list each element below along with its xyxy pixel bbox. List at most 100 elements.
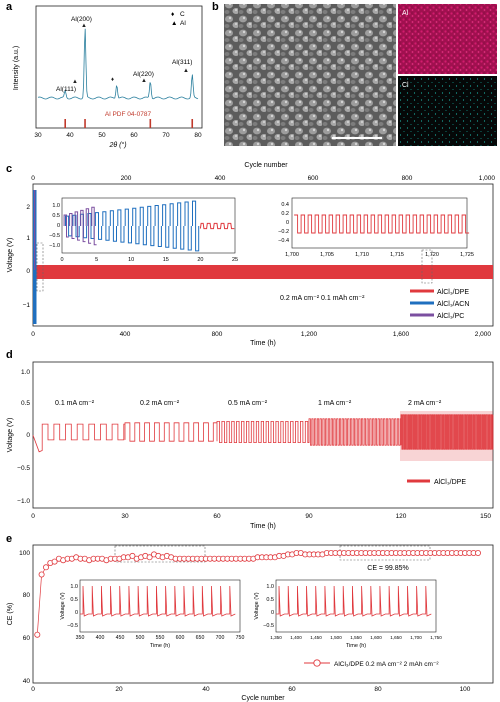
e-xtick: 20: [115, 686, 123, 693]
c-inset2-xtick: 1,720: [425, 252, 439, 258]
a-xtick: 70: [162, 132, 170, 139]
c-ytick: −1: [23, 302, 31, 309]
panel-d: d Voltage (V) 1.0 0.5 0 −0.5 −1.0 0 30 6…: [6, 349, 494, 530]
rate-label: 0.2 mA cm⁻²: [140, 400, 180, 407]
e-inset-ytick: 0: [75, 610, 78, 616]
e-inset2-xtick: 1,600: [370, 635, 382, 640]
ce-markers: [34, 550, 481, 638]
panel-e-ylabel: CE (%): [7, 603, 14, 626]
panel-e-inset2: Voltage (V) 1.0 0.5 0 −0.5 1,350 1,400 1…: [254, 579, 442, 649]
panel-a-xlabel: 2θ (°): [108, 141, 126, 149]
d-ytick: 0.5: [21, 400, 30, 407]
c-inset2-ytick: 0: [286, 220, 289, 226]
ce-point: [43, 564, 50, 571]
c-inset2-xtick: 1,715: [390, 252, 404, 258]
c-xtick: 1,200: [301, 331, 318, 338]
legend-swatch-marker: [313, 659, 321, 667]
e-ytick: 60: [23, 635, 31, 642]
e-inset-ytick: 1.0: [266, 584, 274, 590]
c-inset2-xtick: 1,710: [355, 252, 369, 258]
a-xtick: 60: [130, 132, 138, 139]
panel-c-top-axis-label: Cycle number: [244, 162, 288, 169]
panel-e-letter: e: [6, 533, 12, 545]
c-inset2-xtick: 1,700: [285, 252, 299, 258]
xrd-pattern-line: [37, 28, 199, 100]
c-inset1-xtick: 20: [197, 257, 203, 263]
peak-label-al220: Al(220): [133, 71, 154, 78]
rate-label: 0.5 mA cm⁻²: [228, 400, 268, 407]
c-inset1-xtick: 15: [163, 257, 169, 263]
panel-e-frame: [32, 544, 494, 684]
e-xtick: 40: [202, 686, 210, 693]
d-ytick: 1.0: [21, 369, 30, 376]
c-inset2-xtick: 1,705: [320, 252, 334, 258]
panel-d-ylabel: Voltage (V): [7, 418, 14, 453]
a-xtick: 50: [98, 132, 106, 139]
ce-point: [129, 552, 136, 559]
d-xtick: 90: [305, 513, 313, 520]
panel-c-top-ticks: 0 200 400 600 800 1,000: [31, 175, 495, 182]
c-ytick: 1: [26, 235, 30, 242]
e-inset2-frame: [275, 579, 437, 633]
e-inset-ytick: 0.5: [266, 597, 274, 603]
d-xtick: 0: [31, 513, 35, 520]
c-top-tick: 800: [402, 175, 413, 182]
panel-d-letter: d: [6, 349, 13, 361]
d-xtick: 120: [396, 513, 407, 520]
c-top-tick: 1,000: [479, 175, 496, 182]
e-inset-ytick: 0: [271, 610, 274, 616]
d-xtick: 150: [480, 513, 491, 520]
c-ytick: 0: [26, 268, 30, 275]
panel-d-legend: AlCl₃/DPE: [407, 479, 466, 486]
a-xtick: 40: [66, 132, 74, 139]
e-inset2-xtick: 1,750: [430, 635, 442, 640]
c-inset2-ytick: 0.4: [281, 202, 289, 208]
c-top-tick: 600: [308, 175, 319, 182]
dpe-voltage-band: [33, 265, 493, 279]
panel-d-xlabel: Time (h): [250, 523, 276, 530]
c-inset1-xtick: 10: [128, 257, 134, 263]
e-zoom-box-1: [114, 545, 206, 563]
inset1-pc-trace: [63, 206, 97, 246]
c-inset1-xtick: 25: [232, 257, 238, 263]
panel-e: e CE (%) 100 80 60 40 0 20 40 60 80 100 …: [6, 533, 494, 702]
panel-d-xticks: 0 30 60 90 120 150: [31, 513, 491, 520]
legend-marker-c-icon: ♦: [171, 11, 175, 18]
e-ytick: 100: [19, 550, 30, 557]
e-inset2-xtick: 1,650: [390, 635, 402, 640]
peak-label-al200: Al(200): [71, 16, 92, 23]
legend-label-pc: AlCl₃/PC: [437, 313, 464, 320]
al-edx-map: [398, 4, 497, 74]
c-top-tick: 400: [215, 175, 226, 182]
peak-label-al311: Al(311): [172, 59, 192, 66]
panel-e-legend: AlCl₃/DPE 0.2 mA cm⁻² 2 mAh cm⁻²: [304, 659, 439, 668]
xrd-reference-lines: [64, 119, 194, 128]
reference-label: Al PDF 04-0787: [105, 111, 152, 118]
ce-point: [474, 550, 481, 557]
e-inset2-xticks: 1,350 1,400 1,450 1,500 1,550 1,600 1,65…: [270, 635, 442, 640]
e-inset1-xtick: 350: [76, 635, 85, 641]
panel-c: c Cycle number 0 200 400 600 800 1,000 V…: [6, 162, 495, 347]
e-inset-ytick: 1.0: [70, 584, 78, 590]
ce-point: [51, 558, 58, 565]
a-xtick: 80: [194, 132, 202, 139]
panel-a: a Intensity (a.u.) 30 40 50 60 70 80 2θ …: [6, 1, 203, 149]
e-inset1-xtick: 450: [116, 635, 125, 641]
c-inset2-ytick: 0.2: [281, 211, 289, 217]
e-inset2-xtick: 1,400: [290, 635, 302, 640]
d-xtick: 30: [121, 513, 129, 520]
ce-point: [146, 554, 153, 561]
c-xtick: 400: [120, 331, 131, 338]
inset2-dpe-trace: [294, 214, 470, 234]
rate-label: 2 mA cm⁻²: [408, 400, 442, 407]
panel-c-inset1: 1.0 0.5 0 −0.5 −1.0 0 5 10 15 20 25: [49, 197, 238, 263]
cl-edx-map: [398, 76, 497, 146]
c-xtick: 800: [212, 331, 223, 338]
legend-label-dpe: AlCl₃/DPE: [434, 479, 466, 486]
d-ytick: 0: [26, 432, 30, 439]
e-inset1-xticks: 350 400 450 500 550 600 650 700 750: [76, 635, 245, 641]
c-top-tick: 200: [121, 175, 132, 182]
c-xtick: 1,600: [393, 331, 410, 338]
a-xtick: 30: [34, 132, 42, 139]
